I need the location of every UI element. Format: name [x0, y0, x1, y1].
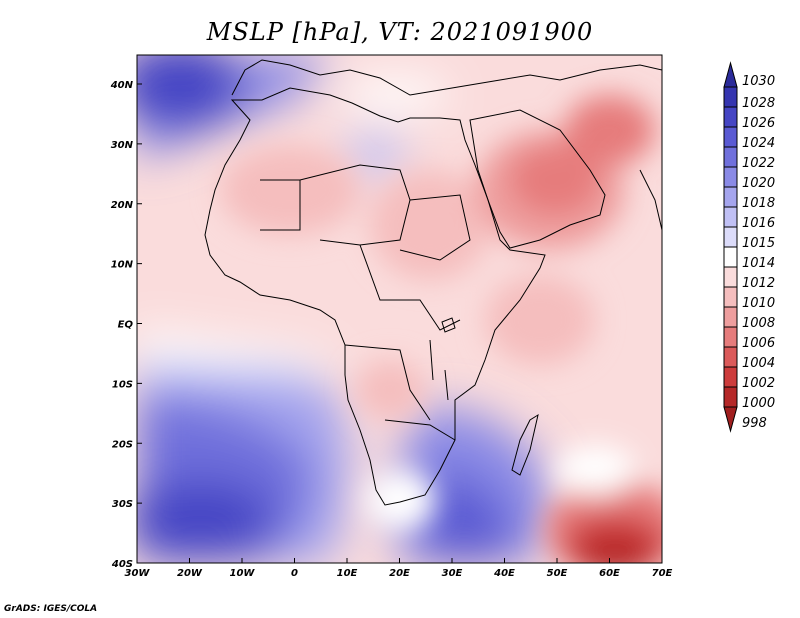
colorbar-label: 1028 [742, 96, 775, 111]
india-coast [639, 169, 662, 231]
colorbar-segment [723, 386, 738, 408]
y-tick-label: 40N [110, 80, 134, 91]
border-3 [399, 194, 471, 261]
colorbar-label: 1014 [742, 256, 775, 271]
x-tick-label: 10E [337, 568, 358, 579]
colorbar-label: 1022 [742, 156, 775, 171]
colorbar-label: 1010 [742, 296, 775, 311]
colorbar-segment [723, 286, 738, 308]
border-4 [359, 244, 461, 331]
y-tick-label: 20N [111, 200, 134, 211]
colorbar-segment [723, 226, 738, 248]
pressure-field [137, 55, 662, 563]
colorbar-label: 1030 [742, 74, 775, 89]
y-tick-label: 40S [111, 559, 133, 570]
y-tick-label: 10S [112, 379, 133, 390]
x-tick-label: 50E [547, 568, 568, 579]
map-title: MSLP [hPa], VT: 2021091900 [206, 18, 594, 46]
colorbar-label: 1016 [742, 216, 775, 231]
x-tick-label: 10W [230, 568, 256, 579]
africa-coastline [204, 87, 546, 506]
colorbar-segment [723, 206, 738, 228]
colorbar-label: 1018 [742, 196, 775, 211]
colorbar-label: 1026 [742, 116, 775, 131]
y-tick-label: 30N [111, 140, 134, 151]
colorbar-label: 1000 [742, 396, 775, 411]
madagascar [511, 413, 539, 476]
credit-text: GrADS: IGES/COLA [4, 604, 98, 614]
colorbar-segment [723, 306, 738, 328]
colorbar-segment [723, 326, 738, 348]
colorbar-label: 998 [742, 416, 767, 431]
colorbar: 1030 1028 1026 1024 1022 1020 1018 1016 1015 1014… [723, 61, 775, 433]
colorbar-segment [723, 106, 738, 128]
colorbar-label: 1024 [742, 136, 775, 151]
lake-victoria [441, 317, 456, 333]
arabia [469, 109, 606, 249]
x-tick-label: 30W [125, 568, 151, 579]
colorbar-label: 1020 [742, 176, 775, 191]
colorbar-label: 1012 [742, 276, 775, 291]
x-tick-label: 70E [652, 568, 673, 579]
colorbar-segment [723, 126, 738, 148]
great-lakes [429, 339, 449, 401]
colorbar-segment [723, 166, 738, 188]
europe-coast [231, 59, 662, 96]
x-tick-label: 30E [442, 568, 463, 579]
y-tick-label: 30S [112, 499, 133, 510]
border-1 [260, 179, 301, 231]
y-tick-label: 20S [112, 439, 133, 450]
colorbar-max-arrow [723, 61, 738, 88]
colorbar-segment [723, 146, 738, 168]
x-tick-label: 20W [177, 568, 203, 579]
y-tick-label: EQ [118, 320, 134, 331]
x-tick-label: 40E [493, 568, 515, 579]
x-tick-label: 20E [389, 568, 410, 579]
colorbar-segment [723, 246, 738, 268]
colorbar-segment [723, 86, 738, 108]
colorbar-segment [723, 346, 738, 368]
coastlines [204, 59, 662, 506]
y-tick-label: 10N [111, 260, 134, 271]
border-6 [384, 419, 456, 441]
colorbar-label: 1004 [742, 356, 775, 371]
x-tick-label: 0 [291, 568, 298, 579]
colorbar-label: 1006 [742, 336, 775, 351]
colorbar-segment [723, 366, 738, 388]
colorbar-min-arrow [723, 406, 738, 433]
colorbar-segment [723, 266, 738, 288]
border-5 [344, 344, 431, 421]
colorbar-label: 1008 [742, 316, 775, 331]
colorbar-segment [723, 186, 738, 208]
colorbar-label: 1002 [742, 376, 775, 391]
colorbar-label: 1015 [742, 236, 775, 251]
x-tick-label: 60E [599, 568, 620, 579]
